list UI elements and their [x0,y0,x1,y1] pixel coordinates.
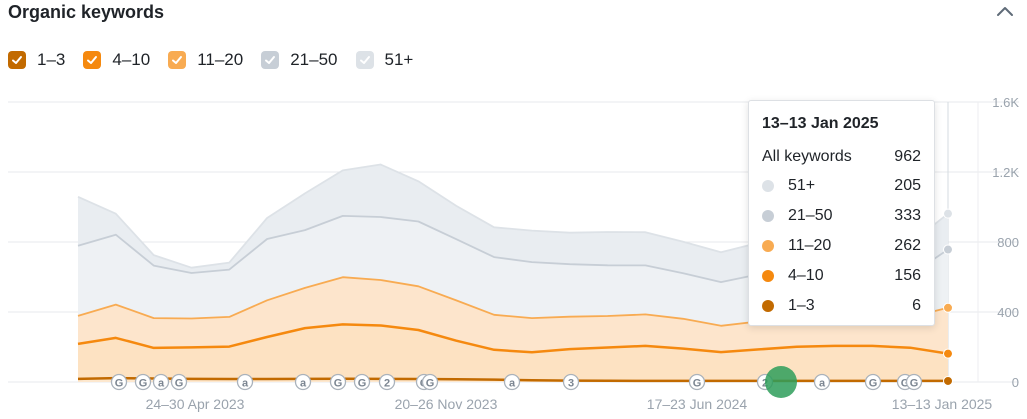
annotation-marker[interactable] [378,373,396,391]
annotation-marker[interactable] [688,373,706,391]
annotation-marker[interactable] [134,373,152,391]
legend-label: 1–3 [37,50,66,69]
tooltip-value: 6 [912,297,921,314]
annotation-marker[interactable] [110,373,128,391]
annotation-marker-label: G [115,378,124,390]
endpoint-dot [943,348,953,359]
annotation-marker[interactable] [152,373,170,391]
area-series-5 [78,164,948,283]
legend-label: 4–10 [112,50,151,69]
y-tick-label: 0 [1012,375,1019,390]
tooltip-row-51-plus: 51+ 205 [762,171,921,201]
annotation-marker[interactable] [236,373,254,391]
annotation-marker-label: G [901,378,910,390]
annotation-marker[interactable] [353,373,371,391]
endpoint-dot [943,244,953,255]
x-tick-label: 17–23 Jun 2024 [647,396,748,412]
x-tick-label: 24–30 Apr 2023 [146,396,245,412]
tooltip-value: 962 [894,148,921,165]
collapse-chevron-up-icon[interactable] [995,2,1015,22]
line-series-2 [77,323,949,355]
panel-header: Organic keywords [8,0,1019,26]
area-series-3 [78,277,948,354]
annotation-marker-label: a [158,378,165,390]
endpoint-dot [943,302,953,313]
legend-item-1-3[interactable]: 1–3 [8,50,65,70]
legend-label: 21–50 [290,50,338,69]
tooltip-value: 156 [894,267,921,284]
y-tick-label: 1.6K [992,95,1019,110]
area-series-4 [78,215,948,326]
tooltip-label: 21–50 [788,207,833,224]
annotation-marker-label: a [819,378,826,390]
checkbox-checked-icon[interactable] [83,51,102,69]
area-series-2 [78,324,948,381]
annotation-marker-label: G [334,378,343,390]
tooltip-label: 4–10 [788,267,824,284]
tooltip-row-21-50: 21–50 333 [762,201,921,231]
annotation-marker-label: G [139,378,148,390]
annotation-marker[interactable] [864,373,882,391]
series-dot-icon [762,210,774,222]
tooltip-value: 262 [894,237,921,254]
tooltip-value: 205 [894,177,921,194]
tooltip-row-1-3: 1–3 6 [762,291,921,321]
annotation-marker-label: G [175,378,184,390]
x-tick-label: 20–26 Nov 2023 [395,396,498,412]
legend-label: 11–20 [197,50,244,69]
hover-tooltip: 13–13 Jan 2025 All keywords 962 51+ 205 … [748,100,935,326]
checkbox-checked-icon[interactable] [8,51,26,69]
checkbox-checked-icon[interactable] [168,51,187,69]
annotation-marker[interactable] [170,373,188,391]
highlight-marker[interactable] [765,366,797,398]
annotation-marker[interactable] [329,373,347,391]
tooltip-label: 1–3 [788,297,815,314]
legend-item-11-20[interactable]: 11–20 [168,50,243,70]
annotation-marker-label: G [693,378,702,390]
series-legend: 1–3 4–10 11–20 21–50 51+ [8,48,431,72]
annotation-marker-label: a [509,378,516,390]
annotation-marker[interactable] [813,373,831,391]
tooltip-label: 51+ [788,177,816,194]
endpoint-dot [943,375,953,386]
annotation-marker-label: a [242,378,249,390]
tooltip-row-all: All keywords 962 [762,143,921,171]
y-tick-label: 400 [997,305,1019,320]
tooltip-label: All keywords [762,148,852,165]
legend-item-51-plus[interactable]: 51+ [355,50,414,70]
tooltip-row-4-10: 4–10 156 [762,261,921,291]
tooltip-row-11-20: 11–20 262 [762,231,921,261]
annotation-marker-label: G [869,378,878,390]
annotation-marker[interactable] [905,373,923,391]
legend-item-4-10[interactable]: 4–10 [83,50,150,70]
series-dot-icon [762,180,774,192]
checkbox-checked-icon[interactable] [355,51,374,69]
annotation-marker[interactable] [503,373,521,391]
checkbox-checked-icon[interactable] [261,51,280,69]
y-tick-label: 1.2K [992,165,1019,180]
annotation-marker-label: G [358,378,367,390]
legend-label: 51+ [384,50,414,69]
tooltip-label: 11–20 [788,237,832,254]
tooltip-value: 333 [894,207,921,224]
y-tick-label: 800 [997,235,1019,250]
legend-item-21-50[interactable]: 21–50 [261,50,338,70]
x-tick-label: 13–13 Jan 2025 [892,396,993,412]
annotation-marker-label: a [300,378,307,390]
series-dot-icon [762,240,774,252]
tooltip-date: 13–13 Jan 2025 [762,115,879,132]
annotation-marker[interactable] [294,373,312,391]
endpoint-dot [943,208,953,219]
annotation-marker-label: G [910,378,919,390]
annotation-marker-label: 2 [384,378,390,390]
annotation-marker[interactable] [562,373,580,391]
annotation-marker-label: 3 [568,378,574,390]
series-dot-icon [762,300,774,312]
annotation-marker-label: 2 [762,378,768,390]
annotation-marker-label: G [426,378,435,390]
annotation-marker[interactable] [421,373,439,391]
series-dot-icon [762,270,774,282]
panel-title: Organic keywords [8,2,165,22]
